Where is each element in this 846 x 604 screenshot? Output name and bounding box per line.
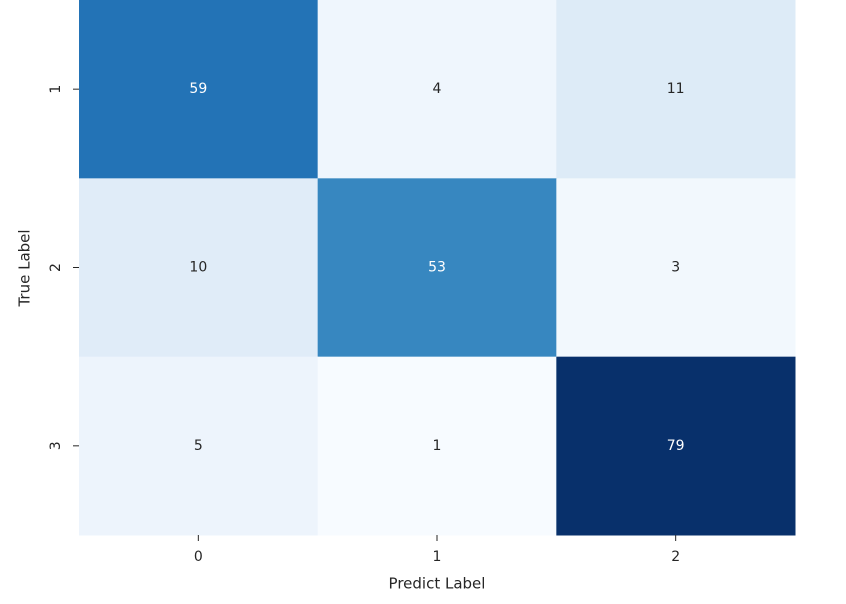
heatmap-cell: [79, 0, 319, 179]
heatmap-cell: [556, 178, 796, 358]
y-tick-label: 2: [48, 263, 64, 272]
cell-label: 53: [428, 260, 446, 276]
heatmap-cell: [317, 356, 557, 536]
cell-label: 11: [667, 81, 685, 97]
cell-label: 4: [433, 81, 442, 97]
x-tick-label: 0: [194, 549, 203, 565]
cell-label: 79: [667, 438, 685, 454]
heatmap-cell: [556, 356, 796, 536]
heatmap-cell: [317, 0, 557, 179]
x-tick-label: 2: [671, 549, 680, 565]
cell-label: 3: [671, 260, 680, 276]
x-tick-label: 1: [433, 549, 442, 565]
y-axis-label: True Label: [16, 229, 34, 307]
y-tick-label: 3: [48, 441, 64, 450]
heatmap-cell: [79, 356, 319, 536]
cell-label: 10: [189, 260, 207, 276]
heatmap-cell: [317, 178, 557, 358]
cell-label: 1: [433, 438, 442, 454]
x-axis-label: Predict Label: [389, 575, 486, 593]
heatmap-cell: [556, 0, 796, 179]
y-tick-label: 1: [48, 85, 64, 94]
cell-label: 59: [189, 81, 207, 97]
heatmap-cell: [79, 178, 319, 358]
cell-label: 5: [194, 438, 203, 454]
